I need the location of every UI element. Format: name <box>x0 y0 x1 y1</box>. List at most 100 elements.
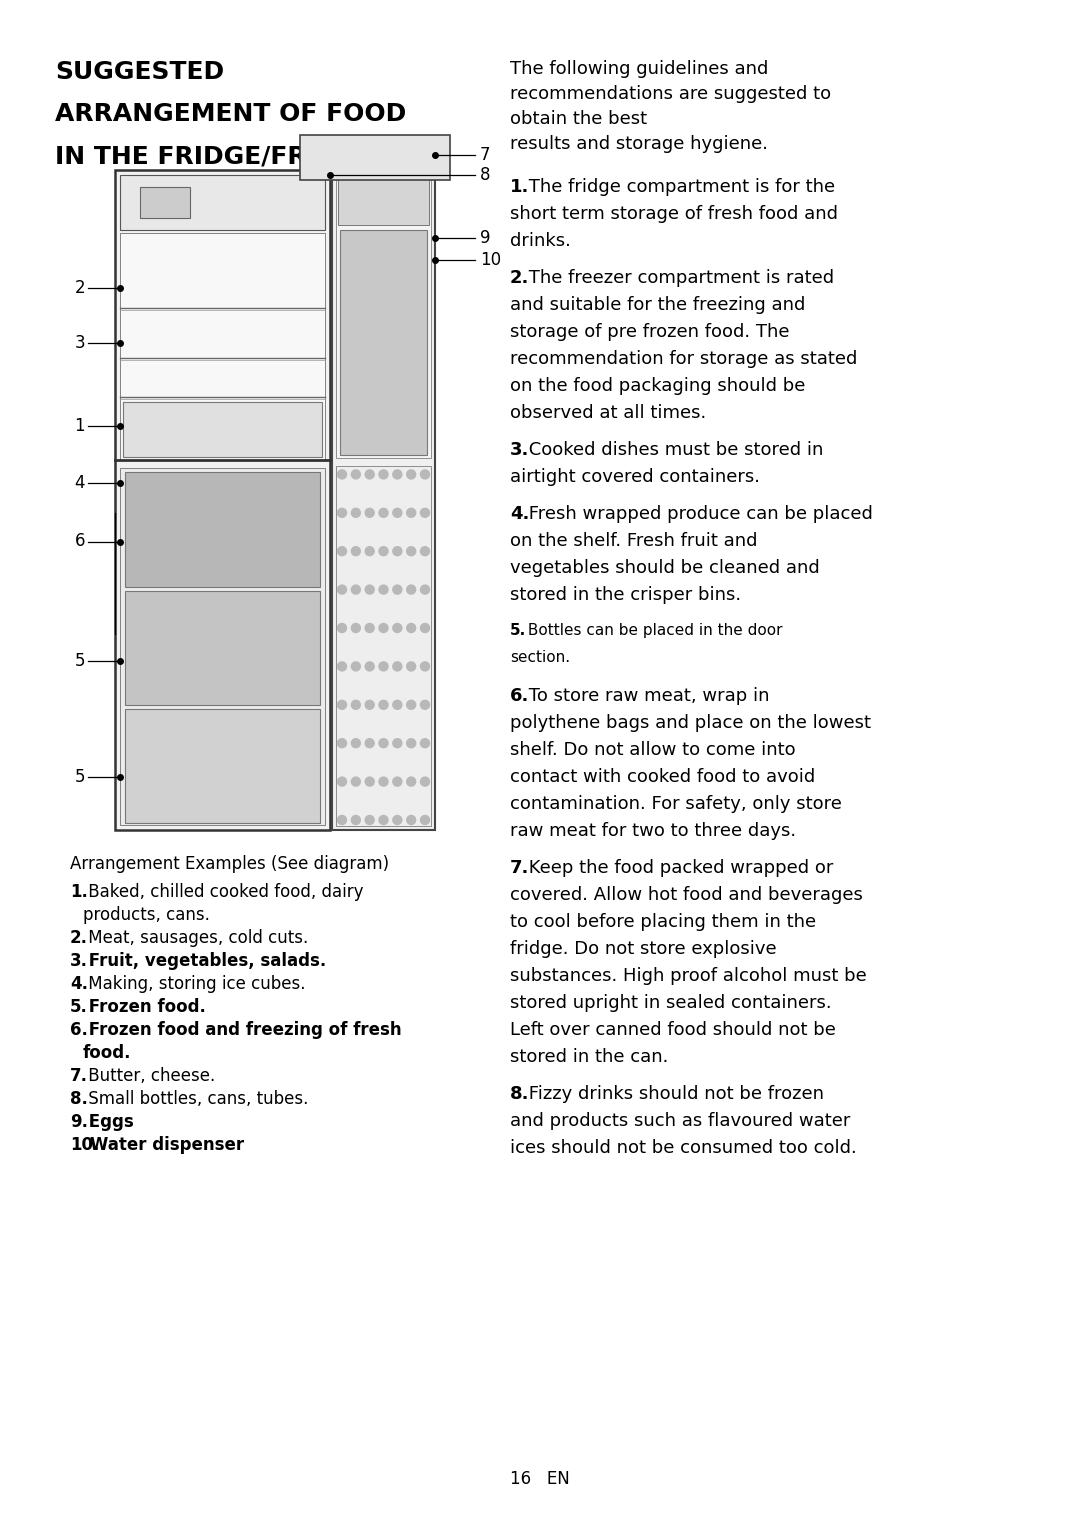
Circle shape <box>407 738 416 748</box>
Circle shape <box>379 700 388 709</box>
Text: 1: 1 <box>75 417 85 435</box>
Circle shape <box>351 738 361 748</box>
Text: To store raw meat, wrap in: To store raw meat, wrap in <box>523 686 769 705</box>
Circle shape <box>365 547 374 556</box>
Text: and suitable for the freezing and: and suitable for the freezing and <box>510 296 806 314</box>
Text: 2: 2 <box>75 279 85 297</box>
Bar <box>120 233 325 461</box>
Circle shape <box>365 662 374 671</box>
Text: ices should not be consumed too cold.: ices should not be consumed too cold. <box>510 1138 856 1157</box>
Text: on the shelf. Fresh fruit and: on the shelf. Fresh fruit and <box>510 532 757 550</box>
Bar <box>125 472 320 587</box>
Text: The fridge compartment is for the: The fridge compartment is for the <box>523 178 835 196</box>
Text: SUGGESTED: SUGGESTED <box>55 60 225 84</box>
Circle shape <box>365 509 374 518</box>
Text: recommendations are suggested to: recommendations are suggested to <box>510 84 832 103</box>
Text: and products such as flavoured water: and products such as flavoured water <box>510 1112 850 1131</box>
Text: 10.: 10. <box>70 1137 99 1154</box>
Text: stored in the can.: stored in the can. <box>510 1048 669 1066</box>
Circle shape <box>407 815 416 824</box>
Circle shape <box>420 777 430 786</box>
Circle shape <box>337 777 347 786</box>
Circle shape <box>337 738 347 748</box>
Circle shape <box>407 547 416 556</box>
Text: The freezer compartment is rated: The freezer compartment is rated <box>523 270 834 286</box>
Text: raw meat for two to three days.: raw meat for two to three days. <box>510 823 796 840</box>
Text: 6: 6 <box>75 533 85 550</box>
Text: short term storage of fresh food and: short term storage of fresh food and <box>510 205 838 224</box>
Text: Small bottles, cans, tubes.: Small bottles, cans, tubes. <box>83 1089 309 1108</box>
Circle shape <box>407 700 416 709</box>
Text: 4.: 4. <box>510 506 529 522</box>
Text: 16   EN: 16 EN <box>510 1471 570 1488</box>
Text: Eggs: Eggs <box>83 1114 134 1131</box>
Circle shape <box>351 547 361 556</box>
Text: contact with cooked food to avoid: contact with cooked food to avoid <box>510 768 815 786</box>
Text: Frozen food and freezing of fresh: Frozen food and freezing of fresh <box>83 1020 402 1039</box>
Bar <box>125 709 320 823</box>
Circle shape <box>407 777 416 786</box>
Circle shape <box>393 777 402 786</box>
Text: 3.: 3. <box>510 441 529 460</box>
Text: ARRANGEMENT OF FOOD: ARRANGEMENT OF FOOD <box>55 103 406 126</box>
Text: recommendation for storage as stated: recommendation for storage as stated <box>510 349 858 368</box>
Bar <box>123 401 322 458</box>
Circle shape <box>393 547 402 556</box>
Text: IN THE FRIDGE/FREEZER: IN THE FRIDGE/FREEZER <box>55 144 395 169</box>
Bar <box>125 591 320 705</box>
Circle shape <box>393 624 402 633</box>
Text: Fruit, vegetables, salads.: Fruit, vegetables, salads. <box>83 951 326 970</box>
Text: Meat, sausages, cold cuts.: Meat, sausages, cold cuts. <box>83 928 308 947</box>
Text: stored upright in sealed containers.: stored upright in sealed containers. <box>510 994 832 1013</box>
Text: obtain the best: obtain the best <box>510 110 647 129</box>
Circle shape <box>393 470 402 480</box>
Circle shape <box>407 585 416 594</box>
Circle shape <box>393 700 402 709</box>
Text: Fresh wrapped produce can be placed: Fresh wrapped produce can be placed <box>523 506 873 522</box>
Bar <box>340 230 427 455</box>
Bar <box>336 466 431 826</box>
Circle shape <box>379 662 388 671</box>
Circle shape <box>351 509 361 518</box>
Circle shape <box>351 624 361 633</box>
Text: 4.: 4. <box>70 974 87 993</box>
Circle shape <box>407 470 416 480</box>
Text: 2.: 2. <box>70 928 87 947</box>
Text: 9.: 9. <box>70 1114 87 1131</box>
Text: 7.: 7. <box>70 1066 87 1085</box>
Circle shape <box>393 509 402 518</box>
Circle shape <box>337 815 347 824</box>
Circle shape <box>365 624 374 633</box>
Text: 3.: 3. <box>70 951 87 970</box>
Bar <box>300 135 450 179</box>
Bar <box>336 175 431 458</box>
Circle shape <box>379 509 388 518</box>
Text: Fizzy drinks should not be frozen: Fizzy drinks should not be frozen <box>523 1085 824 1103</box>
Circle shape <box>365 815 374 824</box>
Circle shape <box>393 738 402 748</box>
Text: to cool before placing them in the: to cool before placing them in the <box>510 913 816 931</box>
Text: results and storage hygiene.: results and storage hygiene. <box>510 135 768 153</box>
Circle shape <box>407 662 416 671</box>
Text: 4: 4 <box>75 475 85 492</box>
Circle shape <box>337 700 347 709</box>
Circle shape <box>379 585 388 594</box>
Circle shape <box>337 624 347 633</box>
Bar <box>120 469 325 826</box>
Text: 6.: 6. <box>510 686 529 705</box>
Text: polythene bags and place on the lowest: polythene bags and place on the lowest <box>510 714 870 732</box>
Text: storage of pre frozen food. The: storage of pre frozen food. The <box>510 323 789 342</box>
Circle shape <box>379 624 388 633</box>
Circle shape <box>420 662 430 671</box>
Text: 10: 10 <box>480 251 501 270</box>
Circle shape <box>420 738 430 748</box>
Circle shape <box>337 662 347 671</box>
Circle shape <box>379 547 388 556</box>
Text: Arrangement Examples (See diagram): Arrangement Examples (See diagram) <box>70 855 389 873</box>
Text: on the food packaging should be: on the food packaging should be <box>510 377 806 395</box>
Bar <box>120 175 325 230</box>
Circle shape <box>379 470 388 480</box>
Circle shape <box>351 777 361 786</box>
Text: 9: 9 <box>480 228 490 247</box>
Text: 2.: 2. <box>510 270 529 286</box>
